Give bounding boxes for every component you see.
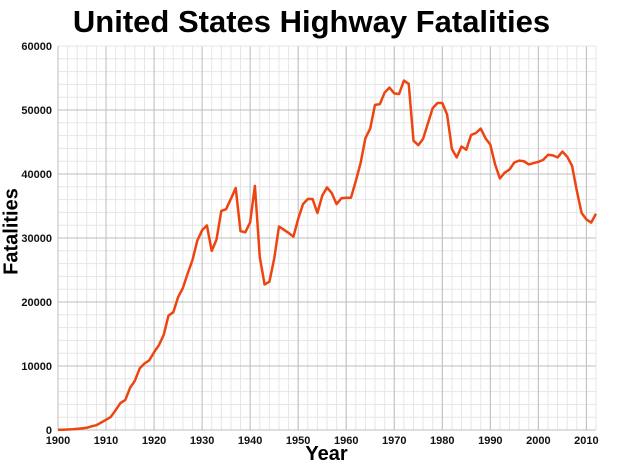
x-tick-label: 2010 [574, 435, 598, 447]
x-tick-label: 1940 [238, 435, 262, 447]
x-tick-label: 1910 [94, 435, 118, 447]
x-axis-label: Year [305, 443, 348, 465]
y-tick-label: 60000 [21, 41, 52, 53]
x-tick-label: 2000 [526, 435, 550, 447]
x-tick-label: 1980 [430, 435, 454, 447]
x-tick-label: 1900 [46, 435, 70, 447]
x-tick-label: 1970 [382, 435, 406, 447]
x-tick-label: 1960 [334, 435, 358, 447]
y-tick-label: 50000 [21, 105, 52, 117]
y-tick-label: 40000 [21, 169, 52, 181]
chart-title: United States Highway Fatalities [72, 4, 551, 39]
y-tick-label: 10000 [21, 361, 52, 373]
x-tick-label: 1950 [286, 435, 310, 447]
x-tick-label: 1920 [142, 435, 166, 447]
x-tick-label: 1990 [478, 435, 502, 447]
x-tick-label: 1930 [190, 435, 214, 447]
y-tick-label: 0 [46, 425, 52, 437]
y-tick-label: 20000 [21, 297, 52, 309]
y-tick-label: 30000 [21, 233, 52, 245]
